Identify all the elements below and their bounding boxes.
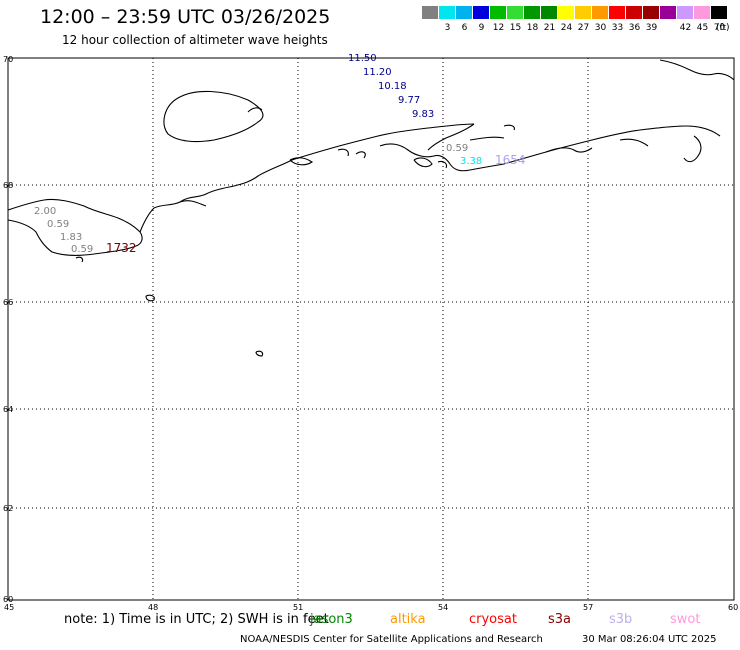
lon-label: 57 — [583, 603, 593, 612]
lon-label: 48 — [148, 603, 158, 612]
lat-label: 66 — [3, 298, 13, 307]
scale-swatch — [711, 6, 728, 19]
satellite-legend-cryosat: cryosat — [469, 612, 517, 627]
scale-label: 36 — [628, 23, 641, 33]
wave-height-label: 0.59 — [47, 219, 69, 230]
lat-label: 64 — [3, 405, 13, 414]
scale-cell: 39 — [643, 6, 660, 33]
lon-label: 51 — [293, 603, 303, 612]
scale-label: 27 — [577, 23, 590, 33]
scale-label: 70 — [713, 23, 726, 33]
satellite-legend-s3a: s3a — [548, 612, 572, 627]
scale-label: 24 — [560, 23, 573, 33]
wave-height-label: 0.59 — [71, 244, 93, 255]
scale-swatch — [694, 6, 711, 19]
scale-label: 21 — [543, 23, 556, 33]
scale-cell — [660, 6, 677, 33]
scale-swatch — [456, 6, 473, 19]
lon-label: 54 — [438, 603, 448, 612]
scale-swatch — [524, 6, 541, 19]
scale-cell: 45 — [694, 6, 711, 33]
scale-swatch — [541, 6, 558, 19]
scale-swatch — [490, 6, 507, 19]
lat-label: 62 — [3, 504, 13, 513]
scale-swatch — [609, 6, 626, 19]
wave-height-color-scale: 3 6 9 12 15 18 21 24 27 30 33 36 39 42 4… — [422, 6, 728, 33]
scale-label: 30 — [594, 23, 607, 33]
wave-height-label: 9.77 — [398, 95, 420, 106]
note-text: note: 1) Time is in UTC; 2) SWH is in fe… — [64, 612, 329, 627]
scale-cell: 9 — [473, 6, 490, 33]
scale-label: 15 — [509, 23, 522, 33]
observations: 11.50 11.20 10.18 9.77 9.83 0.59 3.38 16… — [34, 53, 526, 255]
satellite-legend-jason3: jason3 — [310, 612, 353, 627]
footer-credit: NOAA/NESDIS Center for Satellite Applica… — [240, 634, 543, 645]
scale-cell: 15 — [507, 6, 524, 33]
wave-height-label: 1654 — [495, 153, 526, 167]
graticule — [8, 58, 734, 600]
scale-label: 3 — [444, 23, 451, 33]
scale-cell: 24 — [558, 6, 575, 33]
scale-cell: 33 — [609, 6, 626, 33]
coastline — [7, 59, 735, 357]
scale-swatch — [473, 6, 490, 19]
scale-cell: 3 — [439, 6, 456, 33]
scale-label: 6 — [461, 23, 468, 33]
lat-labels: 70 68 66 64 62 60 — [3, 55, 13, 604]
satellite-legend-altika: altika — [390, 612, 426, 627]
scale-label: 9 — [478, 23, 485, 33]
scale-swatch — [643, 6, 660, 19]
lon-labels: 45 48 51 54 57 60 — [4, 603, 738, 612]
scale-swatch — [507, 6, 524, 19]
satellite-legend-s3b: s3b — [609, 612, 633, 627]
scale-swatch — [626, 6, 643, 19]
lon-label: 45 — [4, 603, 14, 612]
scale-label: 39 — [645, 23, 658, 33]
wave-height-label: 1732 — [106, 241, 137, 255]
lat-label: 68 — [3, 181, 13, 190]
wave-height-label: 3.38 — [460, 156, 482, 167]
scale-cell: 6 — [456, 6, 473, 33]
scale-unit: (ft) — [716, 23, 730, 33]
wave-height-label: 10.18 — [378, 81, 407, 92]
scale-cell: 70 — [711, 6, 728, 33]
map-subtitle: 12 hour collection of altimeter wave hei… — [62, 33, 328, 47]
scale-cell: 36 — [626, 6, 643, 33]
scale-label: 45 — [696, 23, 709, 33]
scale-label: 33 — [611, 23, 624, 33]
scale-swatch — [660, 6, 677, 19]
scale-cell: 18 — [524, 6, 541, 33]
wave-height-label: 2.00 — [34, 206, 56, 217]
wave-height-label: 11.20 — [363, 67, 392, 78]
scale-cell: 30 — [592, 6, 609, 33]
scale-swatch — [575, 6, 592, 19]
scale-swatch — [422, 6, 439, 19]
wave-height-label: 0.59 — [446, 143, 468, 154]
wave-height-label: 9.83 — [412, 109, 434, 120]
scale-cell — [422, 6, 439, 33]
scale-cell: 21 — [541, 6, 558, 33]
wave-height-label: 11.50 — [348, 53, 377, 64]
scale-swatch — [592, 6, 609, 19]
scale-label: 18 — [526, 23, 539, 33]
map-frame — [7, 57, 735, 601]
footer-date: 30 Mar 08:26:04 UTC 2025 — [582, 634, 717, 645]
wave-height-label: 1.83 — [60, 232, 82, 243]
lon-label: 60 — [728, 603, 738, 612]
map-title: 12:00 – 23:59 UTC 03/26/2025 — [40, 6, 331, 28]
scale-swatch — [558, 6, 575, 19]
scale-cell: 27 — [575, 6, 592, 33]
scale-label: 42 — [679, 23, 692, 33]
scale-label: 12 — [492, 23, 505, 33]
scale-swatch — [439, 6, 456, 19]
satellite-legend-swot: swot — [670, 612, 701, 627]
scale-swatch — [677, 6, 694, 19]
lat-label: 70 — [3, 55, 13, 64]
scale-cell: 42 — [677, 6, 694, 33]
scale-cell: 12 — [490, 6, 507, 33]
lat-label: 60 — [3, 595, 13, 604]
